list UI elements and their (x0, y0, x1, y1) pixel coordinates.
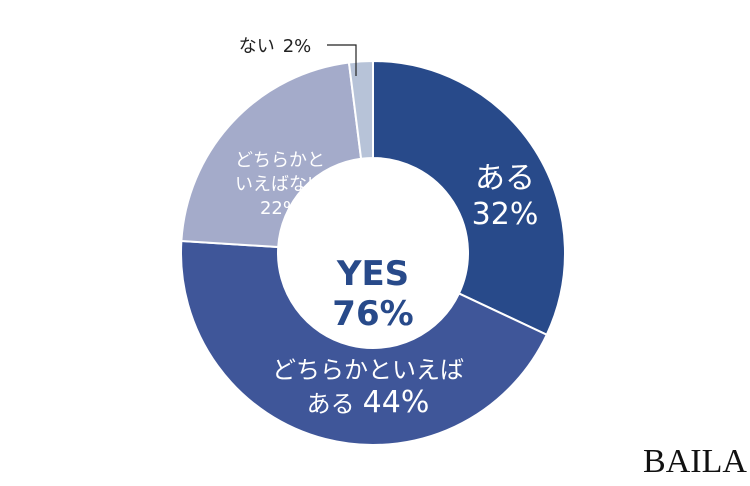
donut-segment (180, 239, 549, 446)
category-label: どちらかと (235, 150, 325, 171)
value-label: 44% (363, 385, 430, 420)
category-label: いえばない (235, 174, 325, 195)
category-label: どちらかといえば (272, 356, 464, 384)
center-text: YES (336, 254, 409, 294)
segment-label: どちらかといえばない 22% (235, 150, 325, 219)
value-label: 2% (283, 36, 312, 57)
category-label: ない (239, 36, 275, 57)
category-label: ある (475, 161, 535, 196)
category-label: ある (307, 390, 355, 418)
segment-label: どちらかといえばある 44% (272, 356, 464, 420)
segment-label: ない 2% (239, 36, 312, 57)
brand-logo: BAILA (643, 443, 747, 480)
value-label: 22% (260, 198, 300, 219)
donut-segment (347, 59, 374, 160)
segment-label: ある 32% (472, 161, 539, 232)
donut-segment (180, 61, 363, 249)
center-label: YES 76% (332, 254, 413, 334)
donut-segment (372, 59, 566, 337)
center-value: 76% (332, 294, 413, 334)
leader-line (327, 44, 357, 76)
value-label: 32% (472, 197, 539, 232)
